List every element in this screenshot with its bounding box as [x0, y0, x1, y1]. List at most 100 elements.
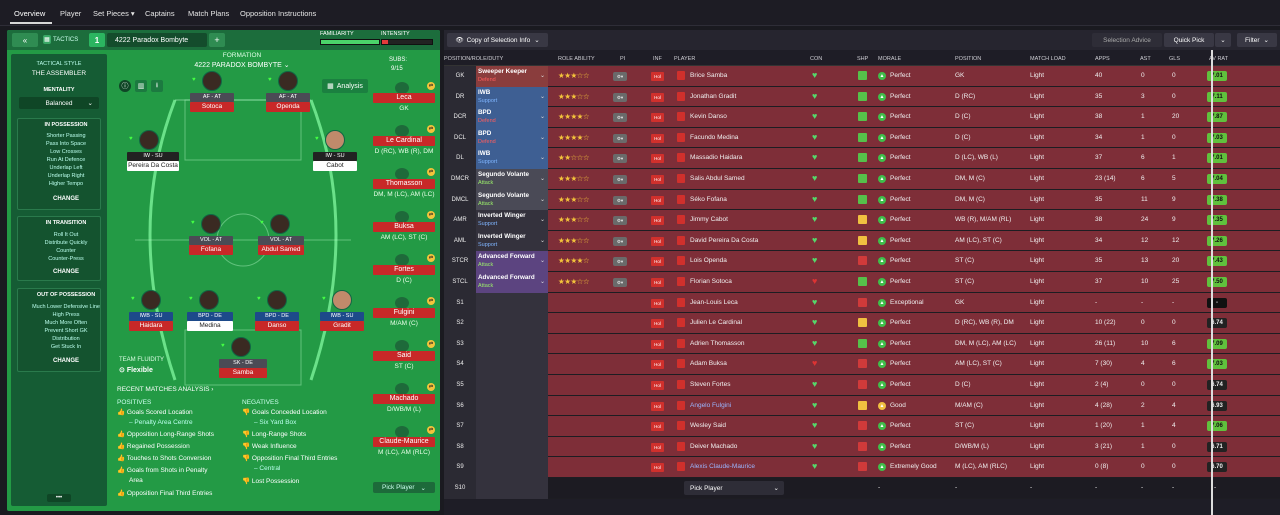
- player-instructions-button[interactable]: ⚙▾: [613, 113, 627, 123]
- role-duty-dropdown[interactable]: Segundo Volante Attack ⌄: [476, 189, 548, 211]
- player-name[interactable]: Jean-Louis Leca: [690, 298, 738, 306]
- pick-player-dropdown[interactable]: Pick Player ⌄: [373, 482, 435, 493]
- player-instructions-button[interactable]: ⚙▾: [613, 236, 627, 246]
- player-instructions-button[interactable]: ⚙▾: [613, 92, 627, 102]
- table-row[interactable]: DMCR Segundo Volante Attack ⌄ ★★★☆☆ ⚙▾ Hol S…: [444, 169, 1280, 190]
- add-tactic-button[interactable]: +: [209, 33, 225, 47]
- sub-player-6[interactable]: ⇄ Fulgini M/AM (C): [373, 297, 435, 333]
- formation-name-dropdown[interactable]: 4222 PARADOX BOMBYTE ⌄: [194, 62, 290, 69]
- position-slot[interactable]: GK: [444, 66, 476, 87]
- sub-player-7[interactable]: ⇄ Said ST (C): [373, 340, 435, 376]
- table-row[interactable]: GK Sweeper Keeper Defend ⌄ ★★★☆☆ ⚙▾ Hol Bric…: [444, 66, 1280, 87]
- role-duty-dropdown[interactable]: BPD Defend ⌄: [476, 107, 548, 128]
- pick-player-dropdown[interactable]: Pick Player ⌄: [684, 481, 784, 495]
- tab-match-plans[interactable]: Match Plans: [188, 9, 230, 18]
- table-row[interactable]: S2 Hol Julien Le Cardinal ♥ ▲ Perfect D (RC), …: [444, 313, 1280, 334]
- pitch-player-fofana[interactable]: ♥ VOL - AT Fofana: [189, 212, 233, 257]
- sub-player-5[interactable]: ⇄ Fortes D (C): [373, 254, 435, 290]
- table-row[interactable]: AMR Inverted Winger Support ⌄ ★★★☆☆ ⚙▾ Hol J…: [444, 210, 1280, 231]
- col-position[interactable]: POSITION: [955, 56, 982, 62]
- position-slot[interactable]: STCR: [444, 251, 476, 272]
- sub-player-3[interactable]: ⇄ Thomasson DM, M (LC), AM (LC): [373, 168, 435, 204]
- position-slot[interactable]: DL: [444, 148, 476, 169]
- table-row[interactable]: S1 Hol Jean-Louis Leca ♥ ▲ Exceptional GK Light…: [444, 292, 1280, 314]
- position-slot[interactable]: AML: [444, 230, 476, 252]
- pitch-player-sotoca[interactable]: ♥ AF - AT Sotoca: [190, 69, 234, 114]
- col-av-rat[interactable]: AV RAT: [1209, 56, 1229, 62]
- selection-info-dropdown[interactable]: 👁 Copy of Selection Info ⌄: [447, 33, 548, 47]
- table-row[interactable]: DR IWB Support ⌄ ★★★☆☆ ⚙▾ Hol Jonathan Gradi…: [444, 86, 1280, 108]
- player-name[interactable]: Florian Sotoca: [690, 278, 732, 285]
- tab-overview[interactable]: Overview: [14, 9, 46, 18]
- col-position-role-duty[interactable]: POSITION/ROLE/DUTY: [444, 56, 504, 62]
- player-name[interactable]: Facundo Medina: [690, 133, 739, 141]
- table-row[interactable]: S9 Hol Alexis Claude-Maurice ♥ ▲ Extremely Go…: [444, 457, 1280, 478]
- sub-player-2[interactable]: ⇄ Le Cardinal D (RC), WB (R), DM: [373, 125, 435, 161]
- role-duty-dropdown[interactable]: Advanced Forward Attack ⌄: [476, 272, 548, 293]
- pitch-player-openda[interactable]: ♥ AF - AT Openda: [266, 69, 310, 114]
- player-instructions-button[interactable]: ⚙▾: [613, 216, 627, 226]
- sub-player-4[interactable]: ⇄ Buksa AM (LC), ST (C): [373, 211, 435, 247]
- quick-pick-menu[interactable]: ⌄: [1215, 33, 1231, 47]
- col-ast[interactable]: AST: [1140, 56, 1151, 62]
- analysis-title[interactable]: RECENT MATCHES ANALYSIS ›: [117, 386, 214, 393]
- in-transition-change-button[interactable]: CHANGE: [52, 269, 79, 275]
- table-row[interactable]: DCL BPD Defend ⌄ ★★★★☆ ⚙▾ Hol Facundo Medina…: [444, 127, 1280, 149]
- position-slot[interactable]: AMR: [444, 210, 476, 231]
- position-slot[interactable]: S5: [444, 375, 476, 396]
- tab-opposition-instructions[interactable]: Opposition Instructions: [240, 9, 317, 18]
- player-name[interactable]: Séko Fofana: [690, 195, 727, 203]
- col-player[interactable]: PLAYER: [674, 56, 696, 62]
- col-con[interactable]: CON: [810, 56, 823, 62]
- info-button[interactable]: ⓘ: [119, 80, 131, 92]
- player-name[interactable]: David Pereira Da Costa: [690, 236, 759, 244]
- col-shp[interactable]: SHP: [857, 56, 869, 62]
- role-duty-dropdown[interactable]: Inverted Winger Support ⌄: [476, 230, 548, 252]
- position-slot[interactable]: STCL: [444, 272, 476, 293]
- player-instructions-button[interactable]: ⚙▾: [613, 154, 627, 164]
- col-pi[interactable]: PI: [620, 56, 626, 62]
- download-button[interactable]: ⭳: [151, 80, 163, 92]
- table-row[interactable]: S6 Hol Angelo Fulgini ♥ ▲ Good M/AM (C) Light 4 …: [444, 395, 1280, 417]
- pitch-player-abdul-samed[interactable]: ♥ VOL - AT Abdul Samed: [258, 212, 304, 257]
- filter-dropdown[interactable]: Filter ⌄: [1237, 33, 1277, 47]
- table-row[interactable]: S5 Hol Steven Fortes ♥ ▲ Perfect D (C) Light 2 (…: [444, 375, 1280, 396]
- table-row[interactable]: AML Inverted Winger Support ⌄ ★★★☆☆ ⚙▾ Hol D…: [444, 230, 1280, 252]
- player-name[interactable]: Wesley Said: [690, 422, 727, 430]
- stats-button[interactable]: ▥: [135, 80, 147, 92]
- selection-advice-button[interactable]: Selection Advice: [1092, 33, 1162, 47]
- position-slot[interactable]: S6: [444, 395, 476, 417]
- table-row[interactable]: DMCL Segundo Volante Attack ⌄ ★★★☆☆ ⚙▾ Hol S…: [444, 189, 1280, 211]
- mentality-dropdown[interactable]: Balanced ⌄: [19, 97, 99, 109]
- position-slot[interactable]: DCL: [444, 127, 476, 149]
- sub-player-1[interactable]: ⇄ Leca GK: [373, 82, 435, 118]
- player-instructions-button[interactable]: ⚙▾: [613, 175, 627, 184]
- position-slot[interactable]: S9: [444, 457, 476, 478]
- position-slot[interactable]: S4: [444, 354, 476, 375]
- position-slot[interactable]: S8: [444, 436, 476, 458]
- role-duty-dropdown[interactable]: Advanced Forward Attack ⌄: [476, 251, 548, 272]
- pitch-player-pereira-da-costa[interactable]: ♥ IW - SU Pereira Da Costa: [127, 128, 179, 173]
- position-slot[interactable]: S1: [444, 292, 476, 314]
- position-slot[interactable]: S3: [444, 333, 476, 355]
- table-row[interactable]: STCL Advanced Forward Attack ⌄ ★★★☆☆ ⚙▾ Hol…: [444, 272, 1280, 293]
- player-name[interactable]: Brice Samba: [690, 72, 728, 79]
- table-row[interactable]: S3 Hol Adrien Thomasson ♥ ▲ Perfect DM, M (LC)…: [444, 333, 1280, 355]
- player-name[interactable]: Julien Le Cardinal: [690, 319, 743, 327]
- position-slot[interactable]: S10: [444, 478, 476, 499]
- in-possession-change-button[interactable]: CHANGE: [52, 196, 79, 202]
- sub-player-8[interactable]: ⇄ Machado D/WB/M (L): [373, 383, 435, 419]
- player-name[interactable]: Adam Buksa: [690, 360, 727, 368]
- analysis-button[interactable]: ▦ Analysis: [322, 79, 368, 93]
- player-instructions-button[interactable]: ⚙▾: [613, 257, 627, 267]
- player-instructions-button[interactable]: ⚙▾: [613, 133, 627, 143]
- pitch-player-cabot[interactable]: ♥ IW - SU Cabot: [313, 128, 357, 173]
- position-slot[interactable]: DMCR: [444, 169, 476, 190]
- tactic-slot-1[interactable]: 1: [89, 33, 105, 47]
- role-duty-dropdown[interactable]: Segundo Volante Attack ⌄: [476, 169, 548, 190]
- col-gls[interactable]: GLS: [1169, 56, 1181, 62]
- col-match-load[interactable]: MATCH LOAD: [1030, 56, 1066, 62]
- out-of-possession-change-button[interactable]: CHANGE: [52, 358, 79, 364]
- more-button[interactable]: •••: [47, 494, 71, 502]
- collapse-button[interactable]: «: [12, 33, 38, 47]
